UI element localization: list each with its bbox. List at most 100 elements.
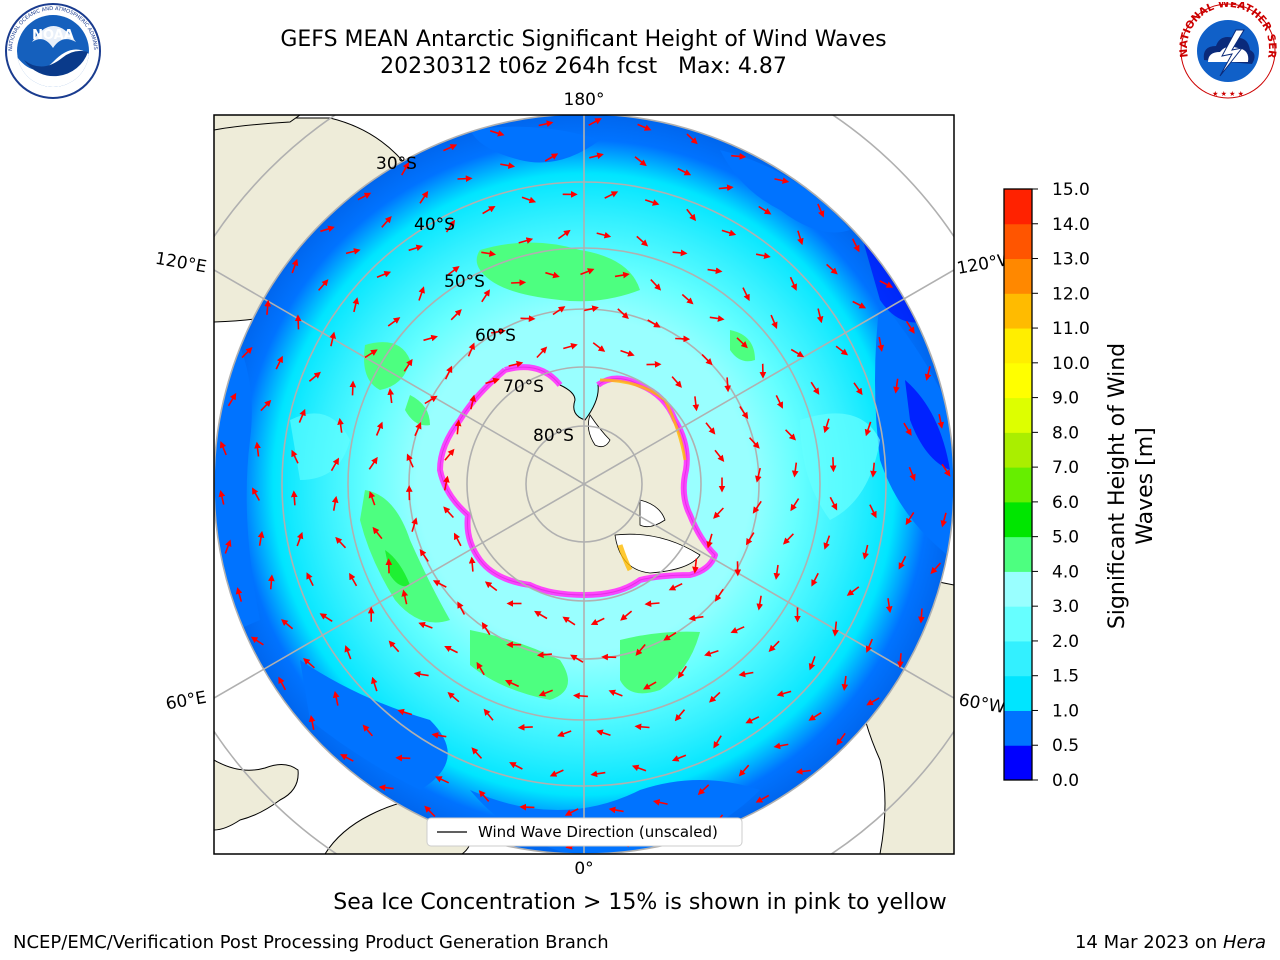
wave-direction-arrow xyxy=(714,588,724,602)
wave-direction-arrow xyxy=(742,287,750,302)
wave-direction-arrow xyxy=(419,549,429,562)
colorbar-label-line2: Waves [m] xyxy=(1133,427,1158,544)
wave-direction-arrow xyxy=(647,319,661,328)
wave-direction-arrow xyxy=(424,805,436,817)
lon-label-top: 180° xyxy=(564,90,605,110)
wave-direction-arrow xyxy=(604,191,619,199)
wave-direction-arrow xyxy=(562,616,576,626)
wave-direction-arrow xyxy=(841,675,849,692)
wave-direction-arrow xyxy=(774,177,790,184)
wave-direction-arrow xyxy=(375,421,383,436)
wave-direction-arrow xyxy=(795,768,811,775)
colorbar-block xyxy=(1004,536,1032,572)
wave-direction-arrow xyxy=(349,572,358,587)
wave-direction-arrow xyxy=(596,729,611,736)
wave-direction-arrow xyxy=(387,388,395,404)
wave-direction-arrow xyxy=(745,532,755,546)
wave-direction-arrow xyxy=(941,463,951,477)
colorbar-tick-label: 9.0 xyxy=(1052,389,1079,409)
wave-direction-arrow xyxy=(596,231,612,239)
wave-direction-arrow xyxy=(617,308,629,320)
wave-direction-arrow xyxy=(330,457,340,472)
colorbar-tick-label: 4.0 xyxy=(1052,562,1079,582)
colorbar-block xyxy=(1004,397,1032,433)
colorbar-block xyxy=(1004,362,1032,399)
wave-direction-arrow xyxy=(235,587,243,602)
wave-direction-arrow xyxy=(758,205,772,215)
wave-direction-arrow xyxy=(447,265,460,276)
wave-direction-arrow xyxy=(431,732,447,739)
wave-direction-arrow xyxy=(918,608,925,624)
wave-direction-arrow xyxy=(224,539,232,554)
wave-direction-arrow xyxy=(418,286,425,301)
wave-direction-arrow xyxy=(686,208,697,222)
wave-direction-arrow xyxy=(281,619,294,630)
wave-direction-arrow xyxy=(588,118,602,126)
wave-direction-arrow xyxy=(836,732,846,746)
wave-direction-arrow xyxy=(937,414,945,429)
lat-label-40s: 40°S xyxy=(414,215,455,235)
wave-direction-arrow xyxy=(520,315,536,322)
wave-direction-arrow xyxy=(544,153,559,162)
wave-direction-arrow xyxy=(268,574,275,590)
wave-direction-arrow xyxy=(745,716,760,724)
wave-direction-arrow xyxy=(252,487,261,501)
colorbar-tick-label: 0.5 xyxy=(1052,736,1079,756)
wave-direction-arrow xyxy=(552,306,566,316)
wave-direction-arrow xyxy=(692,558,699,574)
wave-direction-arrow xyxy=(478,790,490,802)
wave-direction-arrow xyxy=(432,580,447,588)
wave-direction-arrow xyxy=(783,533,794,545)
wave-direction-arrow xyxy=(508,360,524,368)
wave-direction-arrow xyxy=(401,589,409,605)
wave-direction-arrow xyxy=(713,507,724,519)
wave-direction-arrow xyxy=(739,406,749,420)
wave-direction-arrow xyxy=(930,562,942,575)
legend-label: Wind Wave Direction (unscaled) xyxy=(478,823,718,841)
wave-direction-arrow xyxy=(340,754,354,762)
wave-direction-arrow xyxy=(545,271,560,279)
wave-direction-arrow xyxy=(797,230,804,246)
wave-direction-arrow xyxy=(752,500,762,514)
wind-wave-arrows xyxy=(218,118,951,850)
wave-direction-arrow xyxy=(278,676,287,691)
wave-direction-arrow xyxy=(483,708,494,721)
wave-direction-arrow xyxy=(668,582,683,591)
wave-direction-arrow xyxy=(371,676,378,692)
colorbar-tick-label: 5.0 xyxy=(1052,528,1079,548)
wave-direction-arrow xyxy=(335,536,347,549)
wave-direction-arrow xyxy=(418,621,433,629)
wave-direction-arrow xyxy=(811,572,819,587)
colorbar-block xyxy=(1004,328,1032,364)
colorbar-blocks xyxy=(1004,189,1032,781)
colorbar-block xyxy=(1004,675,1032,711)
wave-direction-arrow xyxy=(701,354,713,366)
wave-direction-arrow xyxy=(308,715,316,730)
noaa-logo: NOAA NATIONAL OCEANIC AND ATMOSPHERIC AD… xyxy=(2,2,101,99)
lat-label-80s: 80°S xyxy=(533,426,574,446)
chart-subtitle: 20230312 t06z 264h fcst Max: 4.87 xyxy=(380,54,787,79)
wave-direction-arrow xyxy=(549,769,564,777)
wave-direction-arrow xyxy=(564,808,579,816)
wave-direction-arrow xyxy=(536,651,552,659)
wave-direction-arrow xyxy=(864,421,872,437)
colorbar-tick-label: 6.0 xyxy=(1052,493,1079,513)
wave-direction-arrow xyxy=(291,258,299,274)
wave-direction-arrow xyxy=(471,747,483,759)
wave-direction-arrow xyxy=(908,466,916,482)
wave-direction-arrow xyxy=(755,467,762,483)
wave-direction-arrow xyxy=(773,564,781,580)
wave-direction-arrow xyxy=(490,328,506,335)
wave-direction-arrow xyxy=(419,190,429,204)
colorbar-block xyxy=(1004,571,1032,607)
nws-logo: NATIONAL WEATHER SERVICE ★ ★ ★ ★ xyxy=(1178,2,1278,99)
wave-direction-arrow xyxy=(413,670,429,678)
wave-direction-arrow xyxy=(589,152,604,160)
wave-direction-arrow xyxy=(296,531,304,547)
wave-direction-arrow xyxy=(738,670,754,678)
wave-direction-arrow xyxy=(671,376,682,388)
wave-direction-arrow xyxy=(572,692,588,700)
wave-direction-arrow xyxy=(663,632,677,641)
wave-direction-arrow xyxy=(730,626,745,634)
